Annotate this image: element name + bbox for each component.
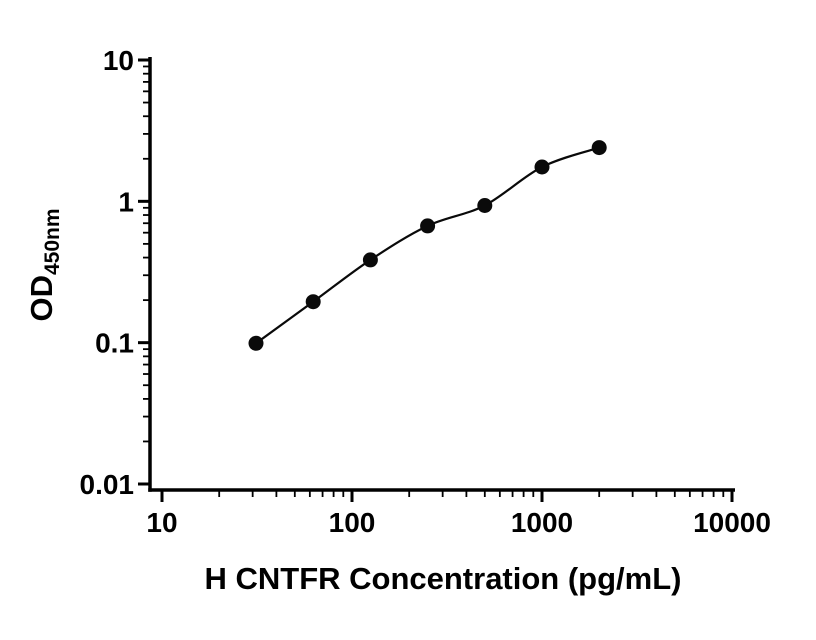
y-axis-tick-label: 0.1 [95,328,134,359]
y-axis-title: OD450nm [24,208,64,321]
x-axis-tick-label: 100 [329,507,376,538]
y-axis-tick-label: 10 [103,45,134,76]
data-point-marker [420,218,436,234]
data-point-marker [248,335,264,351]
y-axis-title-main: OD [24,275,59,322]
y-axis-title-subscript: 450nm [41,208,64,275]
plot-layer: 10 100 1000 10000 0.01 0.1 1 10 [80,45,771,538]
x-axis-tick-label: 1000 [511,507,573,538]
y-axis-tick-label: 1 [118,186,134,217]
data-point-marker [591,140,607,156]
standard-curve-line [255,146,600,345]
x-axis-tick-label: 10000 [693,507,771,538]
y-axis-tick-label: 0.01 [80,469,135,500]
data-point-marker [477,198,493,213]
data-point-marker [534,159,550,175]
data-point-marker [362,252,378,268]
x-axis-title: H CNTFR Concentration (pg/mL) [204,561,681,596]
data-point-marker [305,294,321,310]
x-axis-tick-label: 10 [146,507,177,538]
